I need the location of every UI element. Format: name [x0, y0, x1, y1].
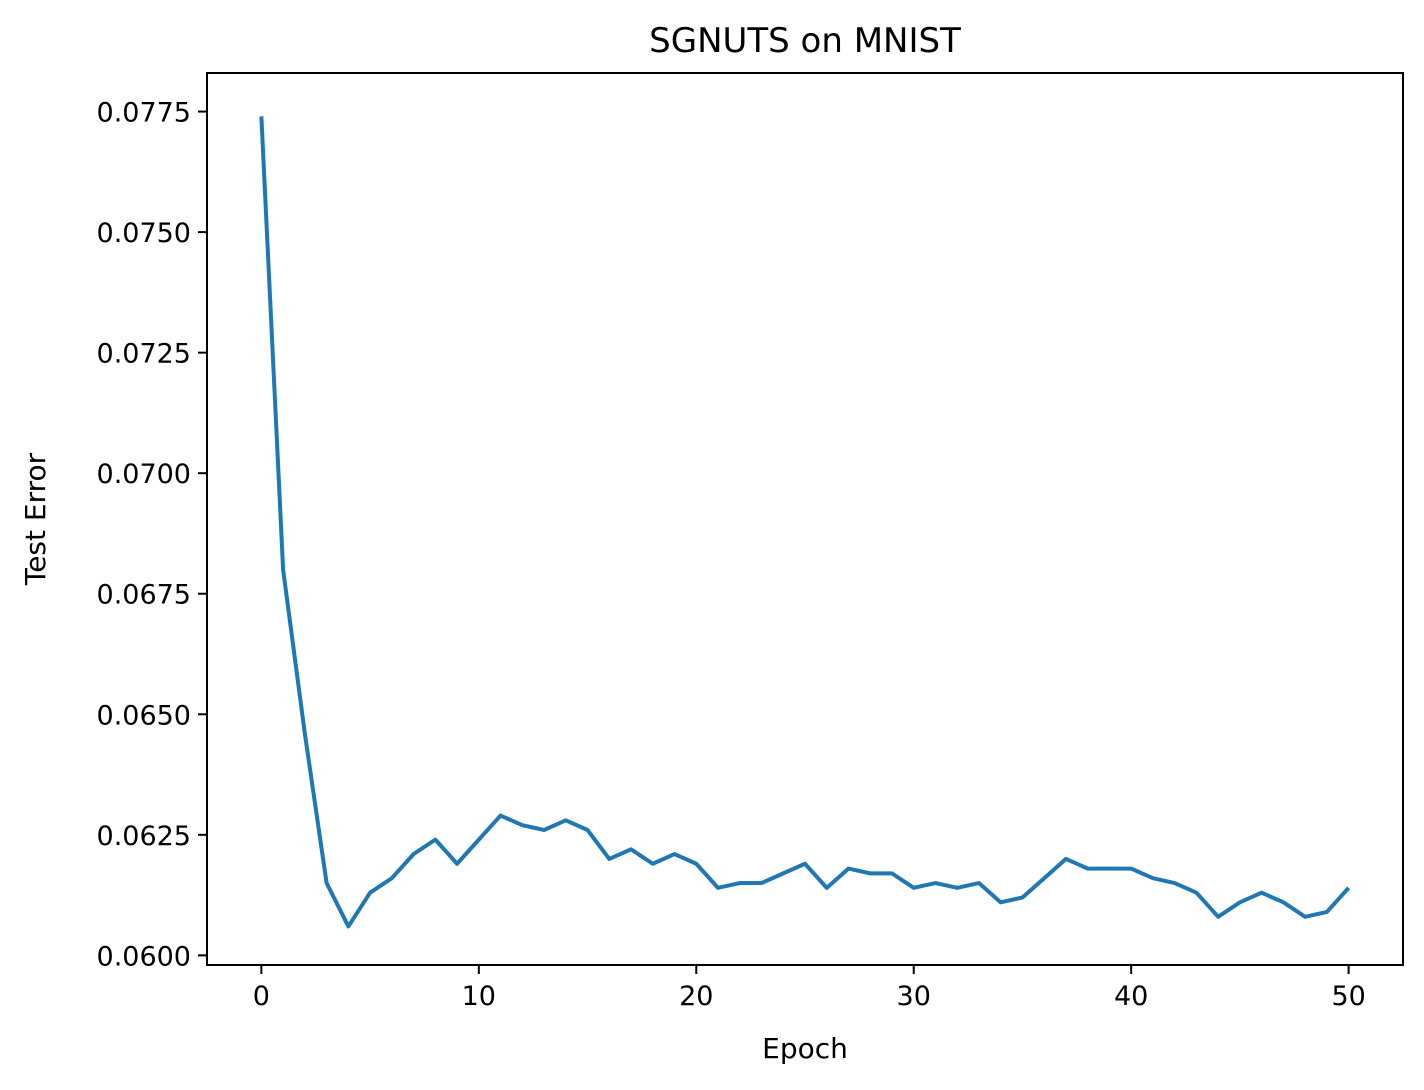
y-tick-label: 0.0750: [97, 218, 191, 249]
x-tick-label: 10: [462, 981, 496, 1012]
x-tick-label: 0: [253, 981, 270, 1012]
series-line: [259, 116, 1351, 929]
x-tick-label: 50: [1331, 981, 1365, 1012]
y-tick-label: 0.0775: [97, 98, 191, 129]
y-axis-ticks: 0.0600 0.0625 0.0650 0.0675 0.0700 0.0725 0.07…: [97, 98, 207, 972]
x-axis-ticks: 0 10 20 30 40 50: [253, 965, 1366, 1012]
y-tick-label: 0.0600: [97, 941, 191, 972]
x-tick-label: 30: [897, 981, 931, 1012]
plot-frame: [206, 72, 1404, 966]
y-tick-label: 0.0675: [97, 580, 191, 611]
x-tick-label: 20: [679, 981, 713, 1012]
y-axis-title: Test Error: [19, 452, 52, 586]
y-tick-label: 0.0650: [97, 700, 191, 731]
y-tick-label: 0.0725: [97, 339, 191, 370]
y-tick-label: 0.0700: [97, 459, 191, 490]
x-tick-label: 40: [1114, 981, 1148, 1012]
chart-title: SGNUTS on MNIST: [649, 21, 961, 61]
x-axis-title: Epoch: [762, 1032, 848, 1065]
y-tick-label: 0.0625: [97, 821, 191, 852]
